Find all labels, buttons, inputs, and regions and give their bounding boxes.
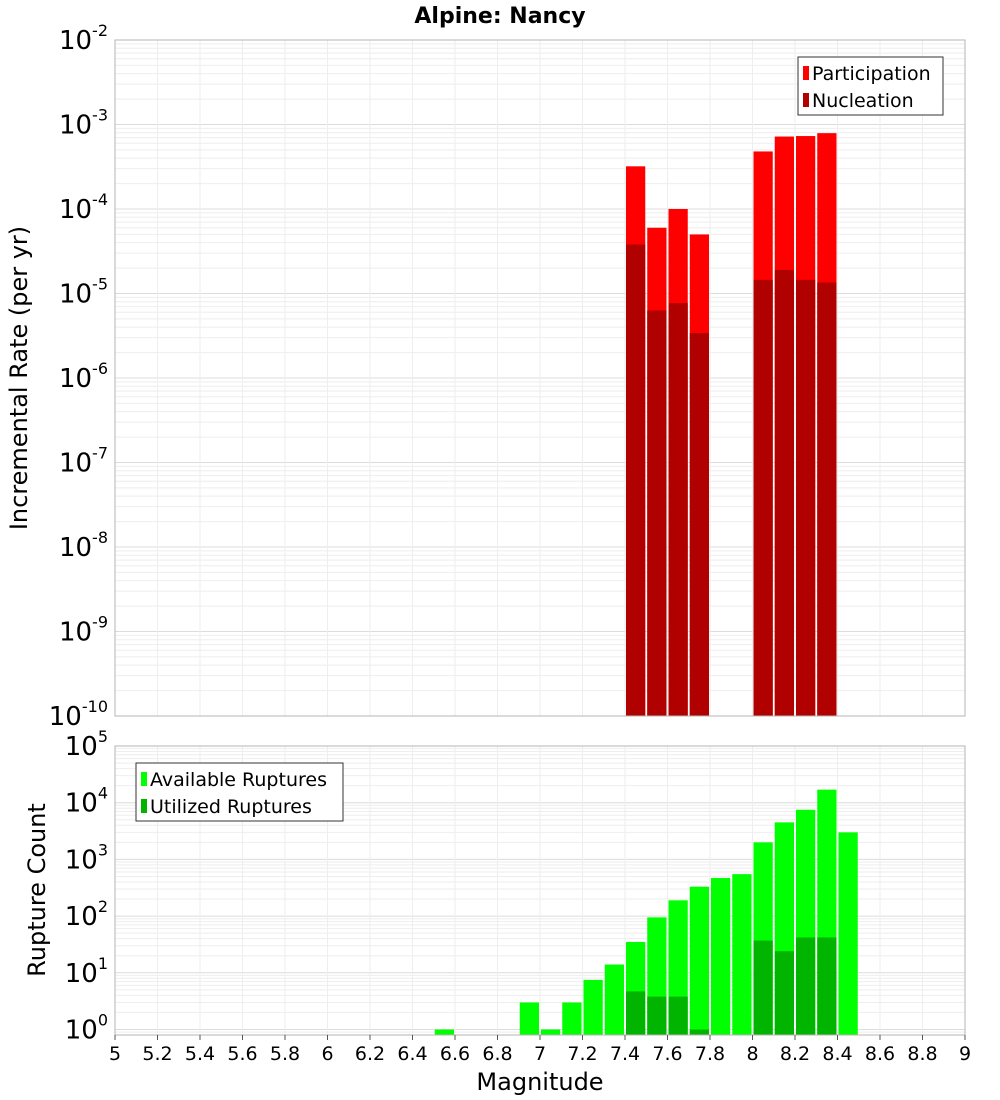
x-tick-label: 7.8 — [695, 1043, 725, 1065]
y-tick-label: 10-3 — [59, 106, 108, 141]
rate-legend: Participation Nucleation — [797, 56, 944, 116]
x-tick-label: 6.4 — [397, 1043, 427, 1065]
x-tick-label: 5.2 — [142, 1043, 172, 1065]
bar-nucleation — [668, 303, 688, 716]
count-y-axis-label: Rupture Count — [23, 803, 51, 977]
legend-box — [797, 56, 944, 116]
y-tick-label: 101 — [65, 954, 108, 989]
count-plot-bars — [434, 789, 858, 1035]
bar-available-ruptures — [689, 886, 709, 1035]
bar-available-ruptures — [519, 1002, 539, 1035]
bar-available-ruptures — [583, 979, 603, 1035]
x-tick-label: 8.8 — [907, 1043, 937, 1065]
bar-available-ruptures — [711, 877, 731, 1035]
x-tick-label: 7 — [534, 1043, 546, 1065]
magnitude-x-ticks: 5 5.2 5.4 5.6 5.8 6 6.2 6.4 6.6 6.8 7 7.2 7.4 7.6 7.8 8… — [109, 1035, 971, 1065]
bar-utilized-ruptures — [689, 1029, 709, 1035]
magnitude-x-axis-label: Magnitude — [476, 1068, 603, 1096]
bar-nucleation — [796, 279, 816, 716]
rate-plot-bars — [626, 133, 837, 717]
legend-swatch — [141, 772, 147, 786]
bar-utilized-ruptures — [647, 996, 667, 1035]
y-tick-label: 10-7 — [59, 444, 108, 479]
legend-swatch — [803, 93, 809, 107]
y-tick-label: 105 — [65, 727, 108, 762]
x-tick-label: 8.6 — [865, 1043, 895, 1065]
bar-nucleation — [753, 279, 773, 716]
x-tick-label: 6 — [321, 1043, 333, 1065]
bar-available-ruptures — [838, 832, 858, 1035]
y-tick-label: 10-5 — [59, 275, 108, 310]
bar-available-ruptures — [541, 1029, 561, 1035]
rate-plot-frame — [114, 39, 966, 717]
legend-label: Participation — [812, 63, 931, 85]
legend-swatch — [803, 66, 809, 80]
bar-available-ruptures — [434, 1029, 454, 1035]
y-tick-label: 104 — [65, 784, 108, 819]
legend-label: Utilized Ruptures — [150, 796, 312, 818]
count-plot: 100 101 102 103 104 105 5 5.2 5.4 5.6 5.8 6 6.2 6.4 6… — [65, 727, 971, 1065]
x-tick-label: 7.4 — [610, 1043, 640, 1065]
bar-nucleation — [689, 333, 709, 716]
bar-nucleation — [647, 310, 667, 716]
bar-utilized-ruptures — [774, 951, 794, 1035]
bar-nucleation — [774, 269, 794, 716]
bar-nucleation — [817, 282, 837, 716]
x-tick-label: 5 — [109, 1043, 121, 1065]
bar-utilized-ruptures — [753, 940, 773, 1035]
x-tick-label: 6.6 — [440, 1043, 470, 1065]
x-tick-label: 9 — [959, 1043, 971, 1065]
rate-y-axis-label: Incremental Rate (per yr) — [5, 226, 33, 530]
y-tick-label: 10-10 — [49, 697, 108, 732]
x-tick-label: 5.4 — [185, 1043, 215, 1065]
chart-title: Alpine: Nancy — [414, 4, 585, 29]
x-tick-label: 8 — [746, 1043, 758, 1065]
x-tick-label: 7.6 — [652, 1043, 682, 1065]
x-tick-label: 8.2 — [780, 1043, 810, 1065]
legend-box — [135, 762, 344, 822]
rate-plot-grid — [114, 40, 966, 717]
count-y-ticks: 100 101 102 103 104 105 — [65, 727, 108, 1046]
x-tick-label: 6.8 — [482, 1043, 512, 1065]
y-tick-label: 10-6 — [59, 359, 108, 394]
x-tick-label: 7.2 — [567, 1043, 597, 1065]
bar-nucleation — [626, 244, 646, 716]
bar-available-ruptures — [732, 874, 752, 1035]
count-legend: Available Ruptures Utilized Ruptures — [135, 762, 344, 822]
bar-available-ruptures — [604, 964, 624, 1035]
legend-label: Nucleation — [812, 90, 914, 112]
bar-utilized-ruptures — [668, 996, 688, 1035]
y-tick-label: 100 — [65, 1011, 108, 1046]
x-tick-label: 5.8 — [270, 1043, 300, 1065]
y-tick-label: 10-9 — [59, 613, 108, 648]
legend-label: Available Ruptures — [150, 769, 327, 791]
x-tick-label: 5.6 — [227, 1043, 257, 1065]
rate-y-ticks: 10-10 10-9 10-8 10-7 10-6 10-5 10-4 10-3 10-2 — [49, 21, 108, 732]
x-tick-label: 8.4 — [822, 1043, 852, 1065]
y-tick-label: 102 — [65, 897, 108, 932]
y-tick-label: 103 — [65, 840, 108, 875]
legend-swatch — [141, 799, 147, 813]
y-tick-label: 10-8 — [59, 528, 108, 563]
bar-available-ruptures — [562, 1002, 582, 1035]
bar-utilized-ruptures — [796, 937, 816, 1035]
y-tick-label: 10-2 — [59, 21, 108, 56]
x-tick-label: 6.2 — [355, 1043, 385, 1065]
y-tick-label: 10-4 — [59, 190, 108, 225]
bar-utilized-ruptures — [817, 937, 837, 1035]
bar-utilized-ruptures — [626, 991, 646, 1035]
rate-plot: 10-10 10-9 10-8 10-7 10-6 10-5 10-4 10-3 10-2 Pa… — [49, 21, 966, 732]
